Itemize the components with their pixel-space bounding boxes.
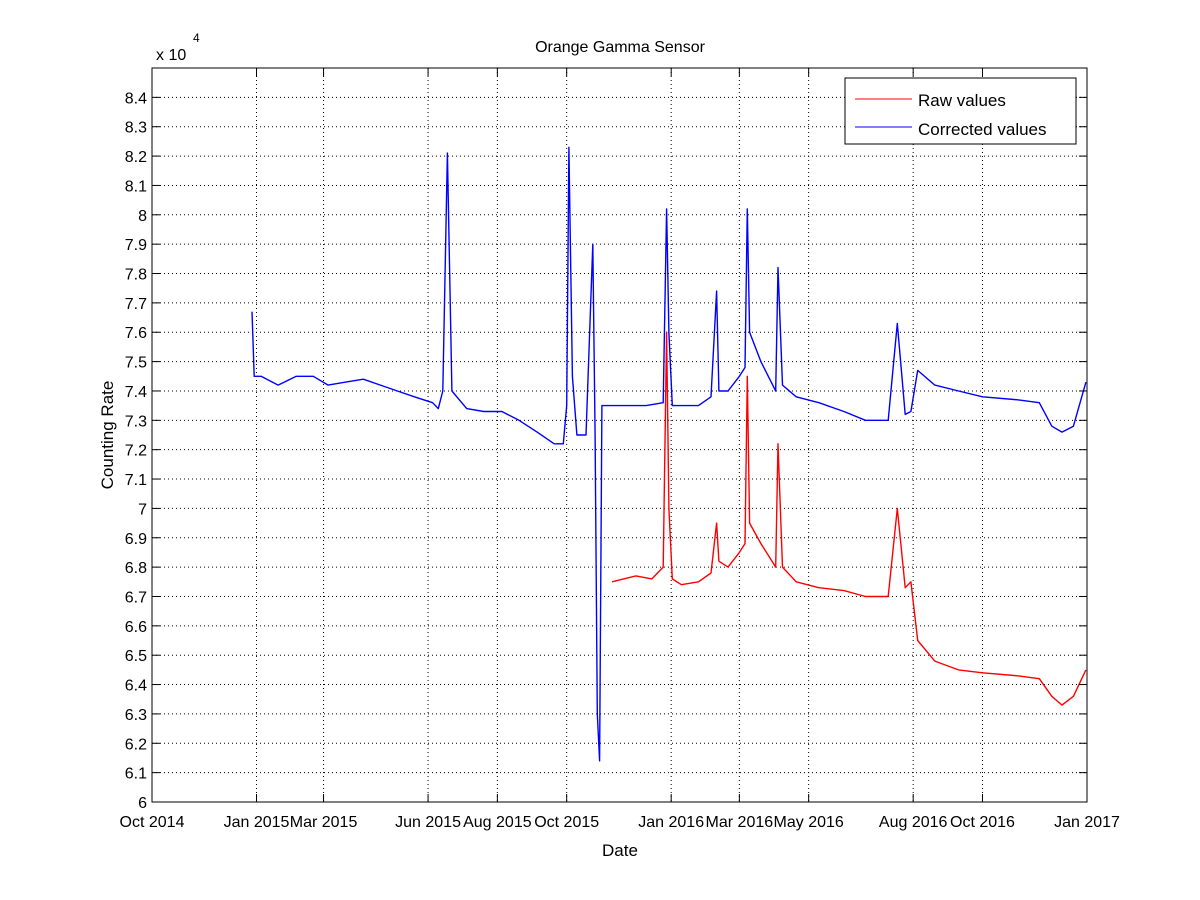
y-tick-label: 7.8	[125, 267, 147, 284]
x-tick-label: Oct 2014	[120, 814, 185, 831]
y-tick-label: 7.4	[125, 384, 147, 401]
y-tick-label: 7.2	[125, 443, 147, 460]
x-tick-label: Jan 2016	[638, 814, 704, 831]
x-tick-label: Jun 2015	[395, 814, 461, 831]
y-tick-label: 6.7	[125, 589, 147, 606]
y-tick-label: 7.6	[125, 325, 147, 342]
y-tick-label: 7.7	[125, 296, 147, 313]
y-tick-label: 6.6	[125, 619, 147, 636]
y-multiplier-exponent: 4	[193, 31, 200, 45]
corrected-values-line	[251, 146, 1087, 762]
legend: Raw values Corrected values	[844, 77, 1077, 145]
x-tick-label: Jan 2017	[1054, 814, 1120, 831]
x-tick-label: May 2016	[774, 814, 844, 831]
x-tick-label: Mar 2015	[290, 814, 358, 831]
y-tick-label: 7.5	[125, 355, 147, 372]
x-tick-label: Oct 2016	[950, 814, 1015, 831]
x-axis-label: Date	[602, 841, 638, 860]
y-tick-label: 7.1	[125, 472, 147, 489]
x-tick-label: Aug 2015	[463, 814, 532, 831]
y-tick-label: 7.3	[125, 413, 147, 430]
y-tick-label: 6.9	[125, 531, 147, 548]
axes-box	[151, 67, 1088, 803]
y-multiplier-label: x 10	[156, 47, 186, 64]
x-tick-label: Aug 2016	[879, 814, 948, 831]
x-tick-label: Oct 2015	[534, 814, 599, 831]
y-tick-label: 6	[138, 795, 147, 812]
y-tick-label: 6.8	[125, 560, 147, 577]
y-tick-label: 6.4	[125, 678, 147, 695]
x-tick-label: Jan 2015	[224, 814, 290, 831]
y-tick-label: 8.1	[125, 178, 147, 195]
y-tick-label: 7.9	[125, 237, 147, 254]
legend-label-raw: Raw values	[918, 91, 1006, 110]
tick-labels: 6 6.1 6.2 6.3 6.4 6.5 6.6 6.7 6.8 6.9 7 7.1 7.2 7.3 7.…	[120, 90, 1120, 831]
x-tick-label: Mar 2016	[706, 814, 774, 831]
y-tick-label: 8.2	[125, 149, 147, 166]
plot-area	[152, 68, 1087, 802]
y-tick-label: 6.3	[125, 707, 147, 724]
y-tick-label: 6.5	[125, 648, 147, 665]
y-tick-label: 8.4	[125, 90, 147, 107]
axis-ticks	[151, 68, 1088, 803]
raw-values-line	[611, 331, 1087, 706]
y-tick-label: 8.3	[125, 120, 147, 137]
legend-box	[844, 77, 1077, 145]
y-tick-label: 6.1	[125, 766, 147, 783]
legend-label-corrected: Corrected values	[918, 120, 1047, 139]
y-axis-label: Counting Rate	[98, 381, 117, 490]
chart-title: Orange Gamma Sensor	[535, 39, 706, 56]
y-tick-label: 8	[138, 208, 147, 225]
y-tick-label: 6.2	[125, 736, 147, 753]
series-layer	[251, 146, 1087, 762]
y-tick-label: 7	[138, 501, 147, 518]
